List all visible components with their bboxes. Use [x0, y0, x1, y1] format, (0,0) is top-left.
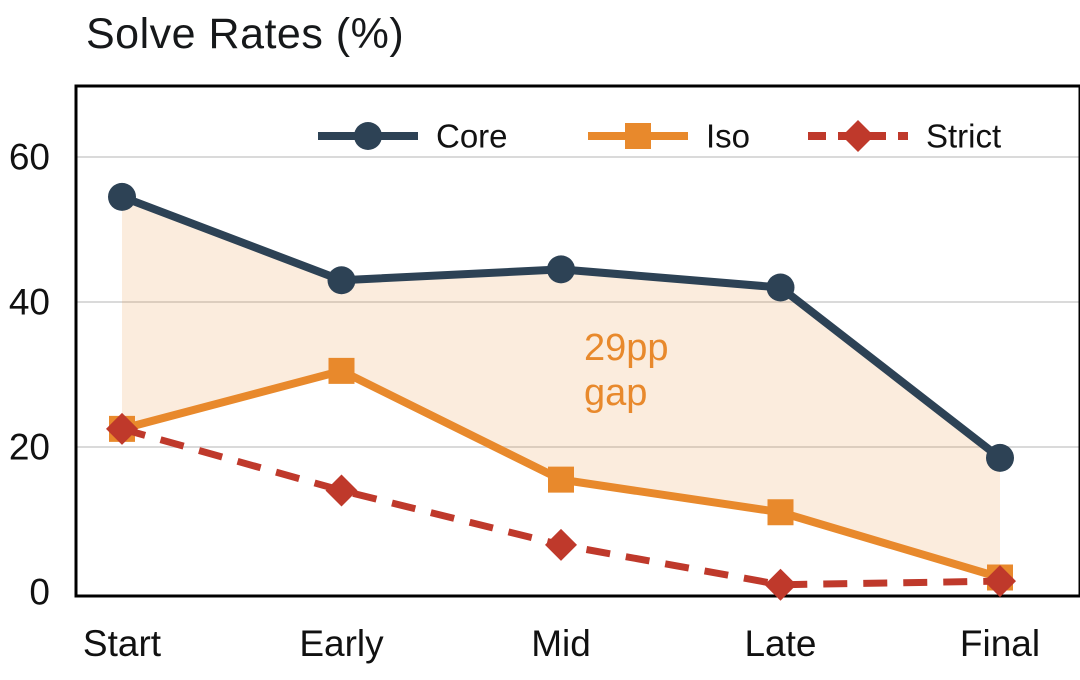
y-tick-label: 20 — [9, 427, 50, 468]
x-tick-label: Start — [83, 623, 162, 664]
y-tick-label: 60 — [9, 137, 50, 178]
series-marker-strict — [764, 568, 797, 601]
x-tick-label: Final — [960, 623, 1040, 664]
gap-annotation-line2: gap — [584, 371, 648, 414]
series-marker-core — [547, 255, 575, 284]
series-marker-strict — [106, 412, 138, 445]
series-marker-iso — [548, 466, 574, 493]
plot-border — [74, 84, 1080, 598]
chart-title: Solve Rates (%) — [86, 10, 405, 58]
gap-annotation: 29pp gap — [584, 326, 669, 416]
series-marker-iso — [767, 499, 794, 526]
legend-marker-strict — [842, 120, 874, 152]
legend-marker-iso — [625, 123, 651, 149]
y-tick-label: 40 — [9, 282, 50, 323]
gap-annotation-line1: 29pp — [584, 327, 669, 369]
series-marker-strict — [545, 528, 577, 561]
series-marker-core — [986, 443, 1014, 472]
series-marker-iso — [328, 357, 355, 384]
legend-label-iso: Iso — [706, 118, 750, 155]
legend-marker-core — [354, 122, 382, 150]
x-tick-label: Late — [744, 623, 816, 664]
x-tick-label: Mid — [531, 623, 591, 664]
legend-label-core: Core — [436, 118, 508, 155]
y-tick-label: 0 — [29, 572, 50, 613]
series-marker-core — [327, 266, 356, 295]
series-marker-core — [766, 273, 795, 302]
series-marker-core — [108, 182, 136, 211]
series-marker-strict — [325, 474, 358, 507]
series-marker-strict — [984, 565, 1016, 598]
legend-label-strict: Strict — [926, 118, 1001, 155]
gap-fill-area — [122, 196, 1000, 578]
x-tick-label: Early — [299, 623, 384, 664]
